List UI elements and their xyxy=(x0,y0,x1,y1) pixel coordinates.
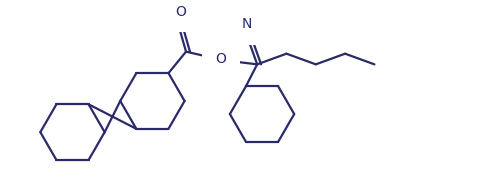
Text: N: N xyxy=(241,17,252,31)
Text: O: O xyxy=(175,5,186,19)
Text: O: O xyxy=(216,52,226,66)
